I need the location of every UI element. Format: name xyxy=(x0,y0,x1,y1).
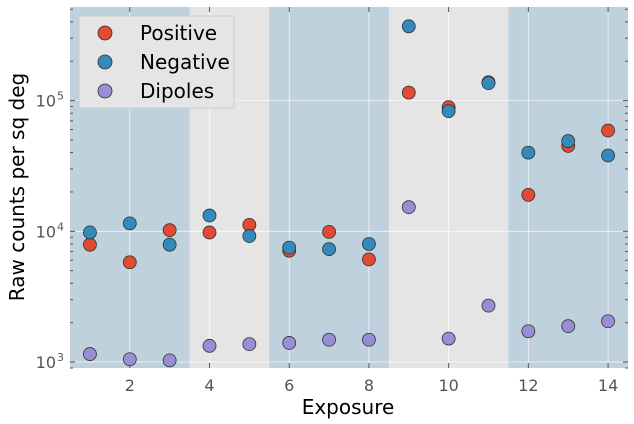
x-tick-label: 10 xyxy=(438,376,458,395)
x-axis-label: Exposure xyxy=(302,395,395,419)
point-dipoles-7 xyxy=(322,332,336,347)
point-negative-13 xyxy=(561,134,576,148)
legend-marker-positive xyxy=(97,25,113,41)
point-dipoles-1 xyxy=(83,347,97,361)
legend-marker-negative xyxy=(97,54,113,70)
point-dipoles-5 xyxy=(242,337,257,352)
point-dipoles-8 xyxy=(362,332,376,347)
point-dipoles-3 xyxy=(162,353,177,368)
y-tick-base: 10 xyxy=(36,353,56,372)
point-negative-11 xyxy=(481,76,496,91)
point-positive-1 xyxy=(83,237,97,252)
x-tick-label: 12 xyxy=(518,376,538,395)
legend-label-positive: Positive xyxy=(140,21,217,45)
point-positive-8 xyxy=(362,252,376,267)
point-positive-9 xyxy=(401,85,416,100)
x-tick-label: 2 xyxy=(125,376,135,395)
x-tick-label: 8 xyxy=(364,376,374,395)
x-tick-label: 14 xyxy=(598,376,618,395)
y-tick-exponent: 4 xyxy=(57,220,64,233)
point-negative-12 xyxy=(521,145,536,160)
point-positive-4 xyxy=(202,225,217,240)
point-positive-14 xyxy=(601,123,615,138)
y-tick-exponent: 5 xyxy=(57,90,64,103)
legend-label-dipoles: Dipoles xyxy=(140,79,214,103)
legend-marker-dipoles xyxy=(97,83,113,99)
y-tick-base: 10 xyxy=(36,92,56,111)
y-tick-label: 10 3 xyxy=(36,351,64,372)
point-dipoles-2 xyxy=(122,352,137,367)
point-positive-7 xyxy=(322,224,336,239)
data-points xyxy=(83,19,615,368)
point-dipoles-9 xyxy=(401,200,416,215)
legend: Positive Negative Dipoles xyxy=(78,15,235,109)
x-tick-label: 6 xyxy=(284,376,294,395)
y-tick-base: 10 xyxy=(36,222,56,241)
y-tick-label: 10 4 xyxy=(36,220,64,241)
point-dipoles-11 xyxy=(481,298,496,313)
y-tick-label: 10 5 xyxy=(36,90,64,111)
point-dipoles-14 xyxy=(601,314,615,329)
point-negative-9 xyxy=(401,19,416,34)
point-negative-8 xyxy=(362,237,376,251)
point-positive-12 xyxy=(521,187,536,202)
point-negative-7 xyxy=(322,242,336,257)
shaded-band-3 xyxy=(508,7,628,368)
y-axis-label: Raw counts per sq deg xyxy=(5,73,29,301)
point-negative-1 xyxy=(83,225,97,240)
point-dipoles-12 xyxy=(521,324,536,339)
point-dipoles-13 xyxy=(561,319,576,334)
point-dipoles-6 xyxy=(282,336,297,350)
point-negative-4 xyxy=(202,208,217,223)
point-negative-2 xyxy=(122,216,137,231)
point-negative-10 xyxy=(441,104,456,119)
shaded-band-2 xyxy=(269,7,389,368)
point-positive-2 xyxy=(122,255,137,270)
point-negative-14 xyxy=(601,148,615,163)
x-tick-labels: 2 4 6 8 10 12 14 xyxy=(125,376,619,395)
x-tick-label: 4 xyxy=(204,376,214,395)
point-negative-6 xyxy=(282,240,297,255)
point-positive-3 xyxy=(162,223,177,238)
point-negative-3 xyxy=(162,237,177,252)
point-dipoles-10 xyxy=(441,331,456,346)
point-negative-5 xyxy=(242,229,257,243)
legend-label-negative: Negative xyxy=(140,50,230,74)
point-dipoles-4 xyxy=(202,338,217,353)
y-tick-exponent: 3 xyxy=(57,351,64,364)
